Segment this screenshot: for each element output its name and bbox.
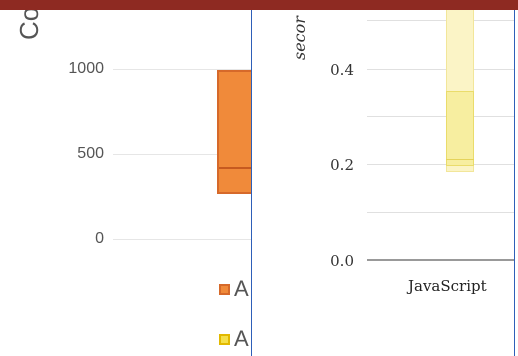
- left-chart-panel: Co 1000 500 0 A A: [0, 10, 251, 356]
- right-tick-0-4: 0.4: [330, 61, 354, 79]
- right-gridline-0-4: [367, 69, 514, 70]
- right-category-label: JavaScript: [408, 277, 487, 295]
- right-tick-0-0: 0.0: [330, 252, 354, 270]
- left-tick-0: 0: [95, 230, 104, 247]
- legend-label-orange: A: [234, 276, 249, 301]
- legend-label-yellow: A: [234, 326, 249, 351]
- right-y-axis-title: secor: [290, 16, 309, 60]
- left-tick-500: 500: [77, 145, 104, 162]
- left-gridline-1000: [113, 69, 251, 70]
- orange-box-plot-box: [217, 70, 251, 194]
- window-top-bar: [0, 0, 518, 10]
- panel-divider-right: [514, 10, 515, 356]
- right-gridline-0-1: [367, 212, 514, 213]
- right-tick-0-2: 0.2: [330, 156, 354, 174]
- left-tick-1000: 1000: [68, 60, 104, 77]
- panel-divider-left: [251, 10, 252, 356]
- legend-item-orange[interactable]: A: [219, 278, 249, 300]
- left-gridline-0: [113, 239, 251, 240]
- right-gridline-0-2: [367, 164, 514, 165]
- legend-swatch-orange: [219, 283, 230, 295]
- right-chart-panel: secor 0.4 0.2 0.0 JavaScript: [252, 10, 514, 356]
- yellow-box-plot-box: [446, 91, 474, 166]
- legend-swatch-yellow: [219, 333, 230, 345]
- legend-item-yellow[interactable]: A: [219, 328, 249, 350]
- orange-box-median: [219, 167, 251, 169]
- right-gridline-top: [367, 20, 514, 21]
- right-x-axis-line: [367, 259, 514, 261]
- left-y-axis-title: Co: [14, 10, 44, 40]
- right-gridline-0-3: [367, 116, 514, 117]
- left-gridline-500: [113, 154, 251, 155]
- yellow-box-median: [446, 159, 474, 160]
